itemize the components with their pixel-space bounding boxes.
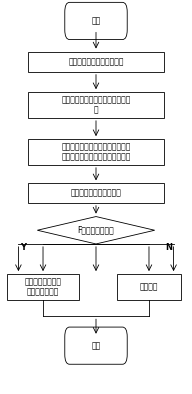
Text: 结束: 结束 (91, 341, 101, 350)
FancyBboxPatch shape (28, 139, 164, 165)
FancyBboxPatch shape (28, 183, 164, 203)
Text: 将水下三维定位坐标转换为二维定
位: 将水下三维定位坐标转换为二维定 位 (61, 95, 131, 115)
Text: 待定位节点进行二次检测: 待定位节点进行二次检测 (71, 189, 121, 197)
Text: F值是否小于阈值: F值是否小于阈值 (78, 226, 114, 235)
Text: 起始: 起始 (91, 17, 101, 26)
FancyBboxPatch shape (28, 92, 164, 118)
Text: 保存粒子: 保存粒子 (140, 282, 158, 292)
FancyBboxPatch shape (65, 327, 127, 364)
Text: Y: Y (20, 243, 26, 253)
FancyBboxPatch shape (7, 274, 79, 300)
FancyBboxPatch shape (117, 274, 181, 300)
Text: 锚节点和普通节点的初始化: 锚节点和普通节点的初始化 (68, 58, 124, 67)
FancyBboxPatch shape (28, 52, 164, 72)
FancyBboxPatch shape (65, 2, 127, 39)
Text: 更新个体最优位置
和全局最优位置: 更新个体最优位置 和全局最优位置 (25, 277, 61, 297)
Text: 锚节点分布式运行粒子群算法，求
出最优粒子，将其发给待定位节点: 锚节点分布式运行粒子群算法，求 出最优粒子，将其发给待定位节点 (61, 142, 131, 162)
Polygon shape (37, 217, 155, 244)
Text: N: N (165, 243, 172, 253)
